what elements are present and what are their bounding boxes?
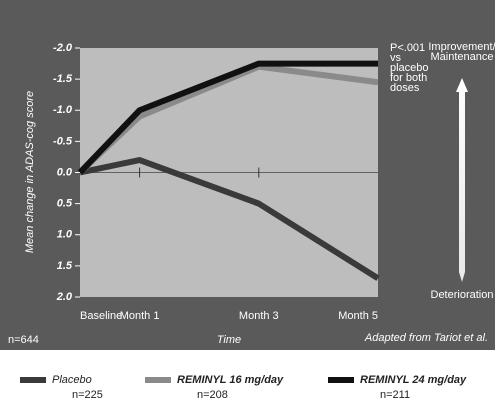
legend-n: n=225	[72, 389, 103, 401]
series-line	[79, 157, 380, 281]
legend-label: Placebo	[52, 374, 92, 386]
legend-n: n=211	[380, 389, 410, 401]
y-tick-label: -1.5	[53, 73, 73, 85]
x-axis-label: Time	[217, 334, 241, 346]
x-tick-label: Month 1	[120, 310, 160, 322]
y-tick-label: 1.5	[57, 260, 73, 272]
y-tick-label: -1.0	[53, 104, 73, 116]
arrow-bottom: Deterioration	[431, 289, 494, 301]
y-tick-label: 1.0	[57, 229, 73, 241]
legend-n: n=208	[197, 389, 228, 401]
sample-size: n=644	[8, 334, 39, 346]
legend-swatch	[20, 377, 46, 383]
annotation: doses	[390, 82, 420, 94]
y-axis-label: Mean change in ADAS-cog score	[24, 91, 36, 253]
x-tick-label: Month 5	[338, 310, 378, 322]
annotation: P<.001	[390, 42, 425, 54]
arrow-top: Maintenance	[431, 51, 494, 63]
legend-label: REMINYL 24 mg/day	[360, 374, 467, 386]
series-line	[77, 60, 378, 175]
y-tick-label: -0.5	[53, 135, 73, 147]
annotation: for both	[390, 72, 427, 84]
y-tick-label: 0.0	[57, 166, 73, 178]
x-tick-label: Baseline	[80, 310, 122, 322]
y-tick-label: 2.0	[56, 291, 73, 303]
arrow-top: Improvement/	[428, 41, 495, 53]
source: Adapted from Tariot et al.	[364, 332, 488, 344]
annotation: vs	[390, 52, 402, 64]
y-tick-label: 0.5	[57, 198, 73, 210]
y-tick-label: -2.0	[53, 42, 73, 54]
legend-label: REMINYL 16 mg/day	[177, 374, 284, 386]
x-tick-label: Month 3	[239, 310, 279, 322]
legend-swatch	[328, 377, 354, 383]
annotation: placebo	[390, 62, 429, 74]
legend-swatch	[145, 377, 171, 383]
direction-arrow	[456, 78, 468, 282]
